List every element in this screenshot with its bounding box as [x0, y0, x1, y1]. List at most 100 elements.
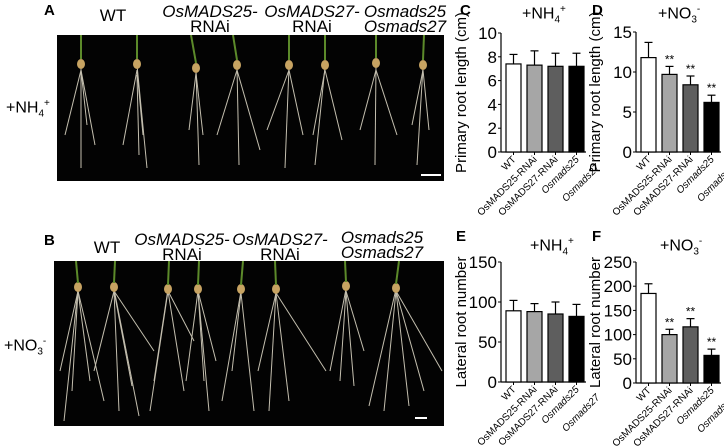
y-tick-label: 15: [613, 23, 632, 42]
y-tick-label: 100: [469, 293, 497, 312]
bar: [682, 84, 699, 153]
panel-letter-a: A: [44, 2, 55, 19]
y-tick-label: 0: [488, 373, 497, 392]
bar: [547, 313, 564, 383]
label-line2: RNAi: [260, 245, 300, 264]
row-label-nh4: +NH4+: [6, 98, 50, 120]
panel-letter-b: B: [44, 232, 55, 249]
bar: [547, 65, 564, 153]
bar: [505, 310, 522, 383]
title-sub: 3: [693, 246, 699, 258]
column-label-osmads25-osmads27: Osmads25 Osmads27: [332, 228, 432, 262]
seeds: [74, 281, 400, 294]
y-tick-label: 10: [613, 63, 632, 82]
bar: [640, 292, 657, 384]
y-tick-label: 4: [488, 95, 497, 114]
column-label-osmads25-rnai: OsMADS25- RNAi: [160, 2, 260, 36]
roots-illustration: [64, 35, 430, 169]
label-line1: OsMADS27-: [232, 230, 328, 249]
title-sub: 4: [554, 14, 561, 26]
y-tick-label: 10: [478, 24, 497, 43]
column-label-osmads27-rnai: OsMADS27- RNAi: [230, 230, 330, 264]
bar: [505, 63, 522, 153]
title-sup: -: [698, 236, 703, 247]
seedling-photo-no3: [54, 261, 444, 426]
seeds: [77, 58, 427, 73]
y-tick-label: 250: [604, 253, 632, 272]
y-tick-label: 5: [623, 103, 632, 122]
title-sup: +: [568, 236, 574, 247]
label-line1: OsMADS25-: [162, 2, 258, 21]
bar: [682, 326, 699, 384]
title-sup: -: [696, 4, 701, 15]
column-label-osmads25-osmads27: Osmads25 Osmads27: [360, 2, 450, 36]
panel-letter-d: D: [592, 2, 603, 19]
label-line1: WT: [99, 6, 127, 25]
label-line2: Osmads27: [363, 17, 447, 36]
label-line1: Osmads25: [363, 2, 447, 21]
title-sub: 4: [562, 246, 569, 258]
bar: [526, 64, 543, 153]
column-label-osmads25-rnai: OsMADS25- RNAi: [132, 230, 232, 264]
seedling-photo-nh4: [57, 35, 444, 181]
row-label-sub: 4: [38, 108, 45, 120]
y-tick-label: 2: [488, 119, 497, 138]
y-tick-label: 0: [623, 374, 632, 393]
label-line2: RNAi: [292, 17, 332, 36]
chart-title-e: +NH4+: [530, 236, 574, 258]
bar: [703, 354, 720, 384]
y-tick-label: 50: [613, 350, 632, 369]
y-tick-label: 0: [623, 143, 632, 162]
bar: [568, 315, 585, 383]
roots-illustration: [59, 261, 443, 422]
title-sup: +: [560, 4, 566, 15]
y-axis-label: Lateral root number: [453, 257, 470, 388]
y-tick-label: 0: [488, 143, 497, 162]
chart-title-c: +NH4+: [522, 4, 566, 26]
title-main: +NO: [658, 5, 692, 23]
row-label-sup: +: [44, 98, 50, 109]
title-sub: 3: [691, 14, 697, 26]
significance-marker: **: [707, 335, 717, 349]
label-line1: OsMADS25-: [134, 230, 230, 249]
panel-letter-e: E: [456, 228, 467, 245]
title-main: +NH: [522, 5, 555, 23]
column-label-wt: WT: [72, 238, 142, 257]
significance-marker: **: [686, 62, 696, 76]
row-label-sup: -: [42, 336, 47, 347]
scale-bar: [421, 174, 441, 176]
y-tick-label: 150: [469, 253, 497, 272]
shoots: [80, 35, 425, 64]
column-label-osmads27-rnai: OsMADS27- RNAi: [262, 2, 362, 36]
y-tick-label: 100: [604, 326, 632, 345]
y-axis-label: Primary root length (cm): [453, 12, 470, 173]
bar: [703, 101, 720, 153]
panel-letter-f: F: [592, 228, 602, 245]
label-line2: Osmads27: [340, 243, 424, 262]
y-axis-label: Primary root length (cm): [587, 12, 604, 173]
significance-marker: **: [707, 81, 717, 95]
label-line1: WT: [93, 238, 121, 257]
column-label-wt: WT: [78, 6, 148, 25]
chart-title-d: +NO3-: [658, 4, 700, 26]
y-tick-label: 150: [604, 301, 632, 320]
scale-bar: [415, 417, 427, 419]
chart-title-f: +NO3-: [660, 236, 702, 258]
row-label-sub: 3: [37, 346, 43, 358]
y-tick-label: 6: [488, 72, 497, 91]
label-line1: Osmads25: [340, 228, 424, 247]
label-line1: OsMADS27-: [264, 2, 360, 21]
label-line2: RNAi: [162, 245, 202, 264]
bar: [568, 65, 585, 153]
y-tick-label: 8: [488, 48, 497, 67]
bar: [661, 73, 678, 153]
row-label-text: +NO: [4, 337, 38, 355]
significance-marker: **: [665, 315, 675, 329]
title-main: +NH: [530, 237, 563, 255]
label-line2: RNAi: [190, 17, 230, 36]
